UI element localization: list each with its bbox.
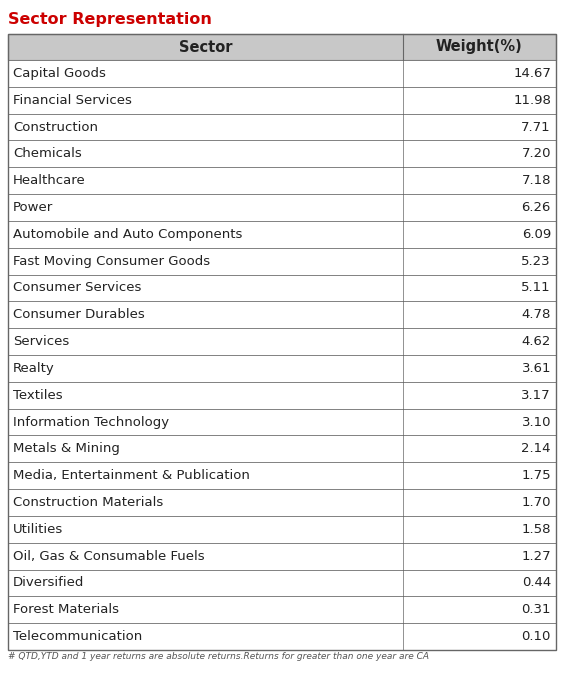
Text: Textiles: Textiles: [13, 389, 63, 402]
Text: Oil, Gas & Consumable Fuels: Oil, Gas & Consumable Fuels: [13, 550, 205, 563]
Text: Realty: Realty: [13, 362, 55, 375]
Text: Sector: Sector: [179, 40, 232, 55]
Text: 7.71: 7.71: [521, 120, 551, 133]
Text: Construction Materials: Construction Materials: [13, 496, 163, 509]
Text: Information Technology: Information Technology: [13, 416, 169, 429]
Text: Consumer Durables: Consumer Durables: [13, 308, 145, 321]
Bar: [8, 114, 556, 140]
Bar: [8, 140, 556, 168]
Text: Power: Power: [13, 201, 53, 214]
Text: Media, Entertainment & Publication: Media, Entertainment & Publication: [13, 469, 250, 482]
Text: Sector Representation: Sector Representation: [8, 12, 212, 27]
Bar: [8, 60, 556, 87]
Bar: [8, 570, 556, 596]
Text: Telecommunication: Telecommunication: [13, 630, 142, 643]
Bar: [8, 34, 556, 60]
Text: 14.67: 14.67: [513, 67, 551, 80]
Text: 7.18: 7.18: [522, 174, 551, 187]
Bar: [8, 302, 556, 328]
Bar: [8, 168, 556, 194]
Text: 3.17: 3.17: [521, 389, 551, 402]
Bar: [8, 248, 556, 274]
Bar: [8, 623, 556, 650]
Text: 5.11: 5.11: [521, 281, 551, 294]
Text: Metals & Mining: Metals & Mining: [13, 443, 120, 456]
Text: Forest Materials: Forest Materials: [13, 603, 119, 616]
Text: Fast Moving Consumer Goods: Fast Moving Consumer Goods: [13, 254, 210, 267]
Text: 6.26: 6.26: [522, 201, 551, 214]
Text: 1.75: 1.75: [521, 469, 551, 482]
Text: 4.78: 4.78: [522, 308, 551, 321]
Text: Chemicals: Chemicals: [13, 147, 82, 160]
Text: Construction: Construction: [13, 120, 98, 133]
Bar: [8, 542, 556, 570]
Text: 2.14: 2.14: [522, 443, 551, 456]
Text: Automobile and Auto Components: Automobile and Auto Components: [13, 228, 243, 241]
Text: 0.31: 0.31: [522, 603, 551, 616]
Text: 11.98: 11.98: [513, 94, 551, 107]
Bar: [8, 489, 556, 516]
Bar: [8, 355, 556, 382]
Text: 0.44: 0.44: [522, 577, 551, 590]
Text: Utilities: Utilities: [13, 523, 63, 536]
Bar: [8, 596, 556, 623]
Text: 0.10: 0.10: [522, 630, 551, 643]
Text: Healthcare: Healthcare: [13, 174, 86, 187]
Text: 4.62: 4.62: [522, 335, 551, 348]
Bar: [8, 516, 556, 542]
Bar: [8, 274, 556, 302]
Bar: [8, 462, 556, 489]
Text: Consumer Services: Consumer Services: [13, 281, 142, 294]
Text: 5.23: 5.23: [521, 254, 551, 267]
Bar: [8, 408, 556, 436]
Text: 6.09: 6.09: [522, 228, 551, 241]
Bar: [8, 221, 556, 248]
Text: Services: Services: [13, 335, 69, 348]
Text: 3.10: 3.10: [522, 416, 551, 429]
Text: 1.70: 1.70: [522, 496, 551, 509]
Text: Financial Services: Financial Services: [13, 94, 132, 107]
Bar: [8, 328, 556, 355]
Bar: [8, 436, 556, 462]
Bar: [8, 382, 556, 408]
Text: Diversified: Diversified: [13, 577, 85, 590]
Text: 1.58: 1.58: [522, 523, 551, 536]
Text: Weight(%): Weight(%): [436, 40, 523, 55]
Text: 3.61: 3.61: [522, 362, 551, 375]
Text: 1.27: 1.27: [521, 550, 551, 563]
Bar: [8, 194, 556, 221]
Bar: [8, 87, 556, 114]
Text: Capital Goods: Capital Goods: [13, 67, 106, 80]
Text: # QTD,YTD and 1 year returns are absolute returns.Returns for greater than one y: # QTD,YTD and 1 year returns are absolut…: [8, 652, 429, 661]
Text: 7.20: 7.20: [522, 147, 551, 160]
